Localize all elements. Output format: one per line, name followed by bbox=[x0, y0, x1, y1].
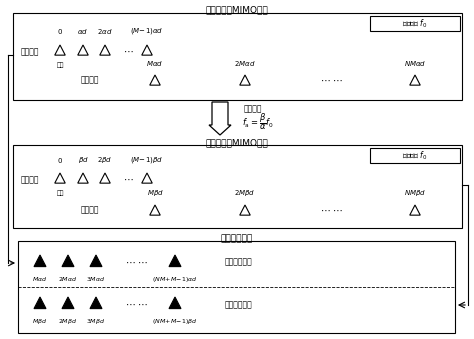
Text: $(M\!-\!1)\alpha d$: $(M\!-\!1)\alpha d$ bbox=[130, 26, 164, 36]
Text: $\cdots$: $\cdots$ bbox=[123, 46, 133, 56]
Text: 等效的稀疏MIMO阵列: 等效的稀疏MIMO阵列 bbox=[206, 138, 268, 147]
Text: $2M\alpha d$: $2M\alpha d$ bbox=[58, 275, 78, 283]
Polygon shape bbox=[169, 255, 181, 266]
Polygon shape bbox=[62, 297, 74, 308]
Text: 实际的稀疏MIMO阵列: 实际的稀疏MIMO阵列 bbox=[206, 5, 268, 14]
Text: $3M\beta d$: $3M\beta d$ bbox=[86, 317, 106, 326]
Polygon shape bbox=[78, 45, 88, 55]
Text: $\cdots\ \cdots$: $\cdots\ \cdots$ bbox=[125, 257, 149, 267]
Text: 接收阵元: 接收阵元 bbox=[81, 205, 99, 215]
Text: $M\alpha d$: $M\alpha d$ bbox=[146, 59, 164, 68]
Text: 发射阵元: 发射阵元 bbox=[21, 47, 39, 57]
Text: $M\beta d$: $M\beta d$ bbox=[32, 317, 48, 326]
Text: 双频和协同阵: 双频和协同阵 bbox=[221, 234, 253, 243]
Text: $NM\beta d$: $NM\beta d$ bbox=[404, 188, 426, 198]
Polygon shape bbox=[55, 173, 65, 183]
Text: $3M\alpha d$: $3M\alpha d$ bbox=[86, 275, 106, 283]
Text: $2\alpha d$: $2\alpha d$ bbox=[97, 27, 113, 36]
Text: $(NM\!+\!M\!-\!1)\alpha d$: $(NM\!+\!M\!-\!1)\alpha d$ bbox=[152, 275, 198, 284]
Text: 参考和协同阵: 参考和协同阵 bbox=[225, 258, 253, 266]
Polygon shape bbox=[100, 173, 110, 183]
Text: $0$: $0$ bbox=[57, 156, 63, 165]
Text: $2M\beta d$: $2M\beta d$ bbox=[58, 317, 78, 326]
Text: $2M\alpha d$: $2M\alpha d$ bbox=[234, 59, 256, 68]
Text: 参考频率 $f_0$: 参考频率 $f_0$ bbox=[402, 17, 428, 30]
Polygon shape bbox=[90, 297, 102, 308]
Polygon shape bbox=[410, 205, 420, 215]
Polygon shape bbox=[90, 255, 102, 266]
Polygon shape bbox=[62, 255, 74, 266]
Text: 额外频率: 额外频率 bbox=[244, 104, 263, 114]
Text: $f_{\rm a}=\dfrac{\beta}{\alpha}f_0$: $f_{\rm a}=\dfrac{\beta}{\alpha}f_0$ bbox=[242, 112, 274, 132]
Text: $\beta d$: $\beta d$ bbox=[78, 155, 89, 165]
Polygon shape bbox=[142, 45, 152, 55]
Polygon shape bbox=[34, 297, 46, 308]
Polygon shape bbox=[142, 173, 152, 183]
Polygon shape bbox=[150, 75, 160, 85]
Text: 原点: 原点 bbox=[56, 190, 64, 196]
Text: $M\beta d$: $M\beta d$ bbox=[146, 188, 164, 198]
Text: $(M\!-\!1)\beta d$: $(M\!-\!1)\beta d$ bbox=[130, 155, 164, 165]
Text: $2\beta d$: $2\beta d$ bbox=[97, 155, 113, 165]
Polygon shape bbox=[410, 75, 420, 85]
Polygon shape bbox=[240, 205, 250, 215]
Text: 原点: 原点 bbox=[56, 62, 64, 67]
Polygon shape bbox=[55, 45, 65, 55]
Text: $\alpha d$: $\alpha d$ bbox=[77, 27, 89, 36]
Polygon shape bbox=[150, 205, 160, 215]
Text: $\cdots\ \cdots$: $\cdots\ \cdots$ bbox=[125, 299, 149, 309]
Text: $\cdots\ \cdots$: $\cdots\ \cdots$ bbox=[320, 205, 344, 215]
Text: $\cdots$: $\cdots$ bbox=[123, 174, 133, 184]
Text: $\cdots\ \cdots$: $\cdots\ \cdots$ bbox=[320, 75, 344, 85]
Text: $(NM\!+\!M\!-\!1)\beta d$: $(NM\!+\!M\!-\!1)\beta d$ bbox=[152, 317, 198, 326]
Text: 接收阵元: 接收阵元 bbox=[81, 76, 99, 84]
Polygon shape bbox=[34, 255, 46, 266]
Polygon shape bbox=[240, 75, 250, 85]
Polygon shape bbox=[169, 297, 181, 308]
Polygon shape bbox=[78, 173, 88, 183]
FancyArrow shape bbox=[209, 102, 231, 135]
Text: 参考频率 $f_0$: 参考频率 $f_0$ bbox=[402, 149, 428, 162]
Text: $NM\alpha d$: $NM\alpha d$ bbox=[404, 59, 426, 68]
Text: $0$: $0$ bbox=[57, 27, 63, 36]
Text: 发射阵元: 发射阵元 bbox=[21, 176, 39, 184]
Text: $2M\beta d$: $2M\beta d$ bbox=[234, 188, 255, 198]
Text: $M\alpha d$: $M\alpha d$ bbox=[32, 275, 48, 283]
Text: 等效和协同阵: 等效和协同阵 bbox=[225, 300, 253, 310]
Polygon shape bbox=[100, 45, 110, 55]
